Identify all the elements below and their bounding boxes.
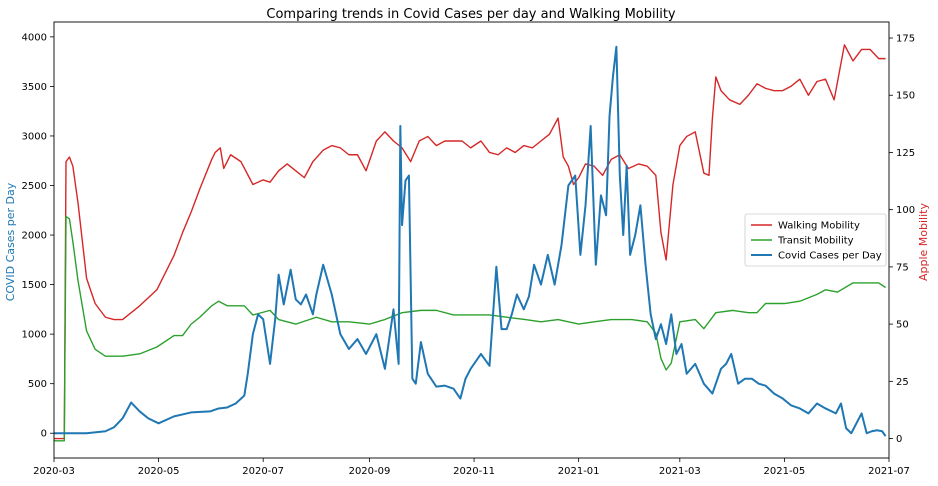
x-tick-label: 2021-01: [558, 466, 600, 477]
y-tick-label-right: 0: [896, 434, 902, 445]
x-tick-label: 2021-07: [868, 466, 910, 477]
y-tick-label-right: 100: [896, 205, 915, 216]
y-tick-label-left: 500: [28, 379, 47, 390]
x-tick-label: 2020-05: [138, 466, 180, 477]
axis-ticks: 2020-03 2020-05 2020-07 2020-09 2020-11 2021-…: [22, 32, 916, 477]
legend-entry: Walking Mobility: [778, 221, 860, 232]
y-axis-label-left: COVID Cases per Day: [4, 182, 17, 301]
y-tick-label-right: 150: [896, 91, 915, 102]
y-tick-label-left: 1500: [22, 280, 47, 291]
legend-box: [744, 213, 887, 267]
y-tick-label-right: 125: [896, 148, 915, 159]
y-tick-label-left: 4000: [22, 32, 47, 43]
y-tick-label-left: 1000: [22, 330, 47, 341]
y-tick-label-left: 2500: [22, 181, 47, 192]
y-tick-label-right: 50: [896, 320, 909, 331]
series-line-transit-mobility: [54, 215, 886, 442]
series-lines: [54, 44, 887, 442]
chart-title: Comparing trends in Covid Cases per day …: [266, 7, 676, 22]
y-tick-label-right: 25: [896, 377, 909, 388]
x-tick-label: 2020-11: [453, 466, 495, 477]
y-tick-label-left: 3500: [22, 82, 47, 93]
legend-entry: Transit Mobility: [777, 236, 854, 247]
legend: Walking Mobility Transit Mobility Covid Ca…: [744, 213, 887, 267]
y-tick-label-left: 0: [41, 429, 47, 440]
series-line-walking-mobility: [54, 44, 886, 440]
plot-frame: [53, 21, 890, 459]
x-tick-label: 2021-05: [764, 466, 806, 477]
x-tick-label: 2020-03: [33, 466, 75, 477]
series-line-covid-cases-per-day: [54, 45, 887, 437]
x-tick-label: 2020-07: [242, 466, 284, 477]
y-tick-label-left: 3000: [22, 131, 47, 142]
x-tick-label: 2021-03: [659, 466, 701, 477]
legend-entry: Covid Cases per Day: [778, 251, 882, 262]
x-tick-label: 2020-09: [349, 466, 391, 477]
y-axis-label-right: Apple Mobility: [917, 203, 930, 281]
y-tick-label-right: 175: [896, 34, 915, 45]
y-tick-label-left: 2000: [22, 231, 47, 242]
y-tick-label-right: 75: [896, 262, 909, 273]
